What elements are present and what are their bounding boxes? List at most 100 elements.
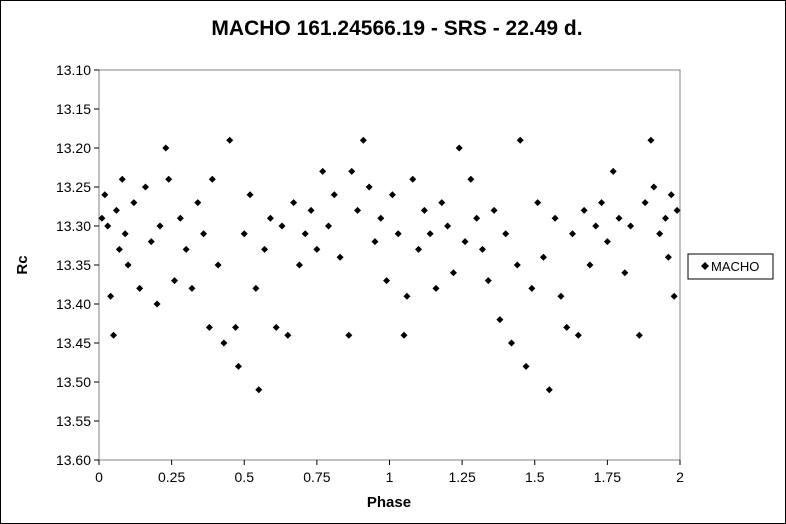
data-point: [432, 284, 440, 292]
data-point: [383, 277, 391, 285]
data-point: [107, 292, 115, 300]
data-point: [272, 323, 280, 331]
data-point: [98, 214, 106, 222]
data-point: [661, 214, 669, 222]
x-tick-label: 1.25: [449, 469, 476, 485]
data-point: [563, 323, 571, 331]
data-point: [348, 167, 356, 175]
data-point: [673, 206, 681, 214]
data-point: [112, 206, 120, 214]
data-point: [484, 277, 492, 285]
data-point: [205, 323, 213, 331]
data-point: [426, 230, 434, 238]
data-point: [522, 362, 530, 370]
data-point: [284, 331, 292, 339]
data-point: [153, 300, 161, 308]
data-point: [194, 199, 202, 207]
data-point: [592, 222, 600, 230]
data-point: [496, 316, 504, 324]
data-point: [394, 230, 402, 238]
y-tick-label: 13.30: [56, 218, 91, 234]
data-point: [388, 191, 396, 199]
y-tick-label: 13.35: [56, 257, 91, 273]
data-point: [534, 199, 542, 207]
data-point: [176, 214, 184, 222]
y-tick-label: 13.40: [56, 296, 91, 312]
x-tick-label: 0.5: [235, 469, 255, 485]
data-point: [557, 292, 565, 300]
x-tick-label: 0: [95, 469, 103, 485]
x-tick-label: 0.75: [303, 469, 330, 485]
plot-area: [98, 69, 681, 461]
data-point: [136, 284, 144, 292]
data-point: [188, 284, 196, 292]
data-point: [490, 206, 498, 214]
data-point: [200, 230, 208, 238]
data-point: [165, 175, 173, 183]
data-point: [415, 245, 423, 253]
data-point: [359, 136, 367, 144]
data-point: [171, 277, 179, 285]
data-point: [580, 206, 588, 214]
data-point: [627, 222, 635, 230]
data-point: [502, 230, 510, 238]
data-point: [278, 222, 286, 230]
data-point: [467, 175, 475, 183]
y-tick-label: 13.25: [56, 179, 91, 195]
y-tick-label: 13.15: [56, 101, 91, 117]
data-point: [473, 214, 481, 222]
data-point: [301, 230, 309, 238]
data-point: [104, 222, 112, 230]
data-point: [551, 214, 559, 222]
x-tick-label: 0.25: [158, 469, 185, 485]
data-point: [295, 261, 303, 269]
data-point: [420, 206, 428, 214]
legend-marker-diamond-icon: [701, 262, 709, 270]
data-point: [438, 199, 446, 207]
data-point: [240, 230, 248, 238]
x-axis-title: Phase: [367, 494, 411, 511]
legend: MACHO: [687, 253, 774, 280]
data-point: [162, 144, 170, 152]
data-point: [478, 245, 486, 253]
data-point: [214, 261, 222, 269]
data-point: [365, 183, 373, 191]
data-point: [124, 261, 132, 269]
data-point: [307, 206, 315, 214]
data-point: [409, 175, 417, 183]
data-point: [115, 245, 123, 253]
data-point: [118, 175, 126, 183]
data-point: [234, 362, 242, 370]
y-tick-label: 13.60: [56, 452, 91, 468]
y-tick-label: 13.55: [56, 413, 91, 429]
data-point: [226, 136, 234, 144]
data-point: [539, 253, 547, 261]
data-point: [647, 136, 655, 144]
data-point: [664, 253, 672, 261]
data-point: [528, 284, 536, 292]
data-point: [586, 261, 594, 269]
data-point: [232, 323, 240, 331]
data-point: [324, 222, 332, 230]
data-point: [569, 230, 577, 238]
data-point: [156, 222, 164, 230]
data-point: [598, 199, 606, 207]
data-point: [615, 214, 623, 222]
x-tick-label: 2: [676, 469, 684, 485]
data-point: [110, 331, 118, 339]
data-point: [650, 183, 658, 191]
data-point: [455, 144, 463, 152]
data-point: [403, 292, 411, 300]
data-point: [635, 331, 643, 339]
data-point: [330, 191, 338, 199]
data-point: [319, 167, 327, 175]
data-point: [182, 245, 190, 253]
data-point: [121, 230, 129, 238]
data-point: [252, 284, 260, 292]
data-point: [377, 214, 385, 222]
data-point: [516, 136, 524, 144]
data-point: [449, 269, 457, 277]
data-point: [354, 206, 362, 214]
